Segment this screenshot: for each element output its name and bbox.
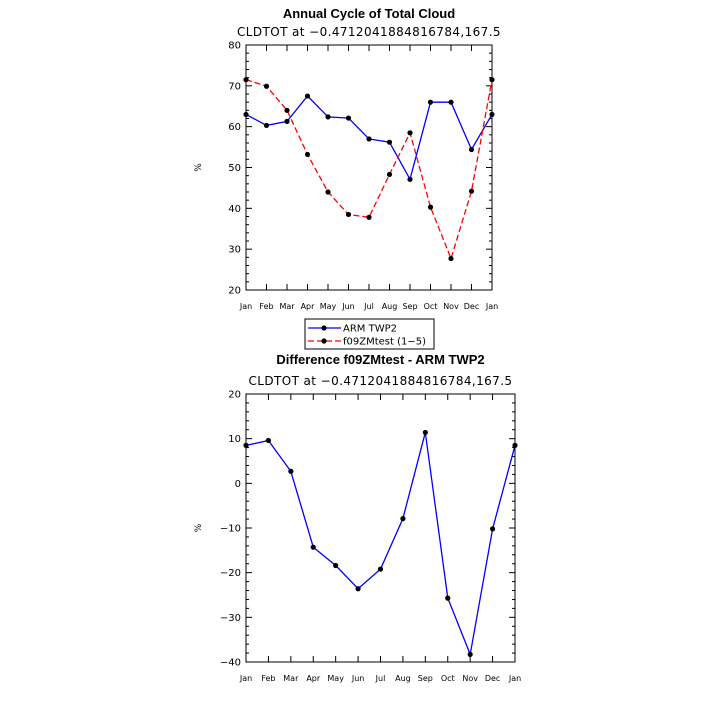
data-point [422,429,428,436]
data-point [386,139,393,145]
y-tick-label: −20 [220,568,241,579]
x-tick-label: Jan [485,302,498,311]
x-tick-label: Apr [301,302,316,311]
y-tick-label: −10 [220,524,241,535]
x-tick-label: Feb [261,674,275,683]
x-tick-label: Oct [441,674,455,683]
x-tick-label: Dec [464,302,479,311]
legend: ARM TWP2 f09ZMtest (1−5) [304,318,435,350]
y-tick-label: 60 [228,122,241,133]
x-tick-label: Jan [239,674,252,683]
data-point [263,83,270,89]
data-point [448,255,454,262]
data-point [304,93,311,99]
data-point [345,211,352,218]
x-tick-label: Apr [306,674,321,683]
x-tick-label: Jul [375,674,386,683]
chart-2: Difference f09ZMtest - ARM TWP2 CLDTOT at… [194,352,521,683]
data-point [304,151,311,158]
x-tick-label: Mar [283,674,299,683]
data-point [366,214,372,220]
x-tick-label: Feb [259,302,273,311]
x-tick-label: Oct [424,302,438,311]
data-point [377,566,384,572]
x-tick-label: Jun [341,302,355,311]
data-point [265,437,272,444]
legend-label-1: ARM TWP2 [343,324,397,335]
chart-subtitle: CLDTOT at −0.4712041884816784,167.5 [249,374,513,388]
y-tick-label: −40 [220,658,241,669]
x-tick-label: Mar [279,302,295,311]
x-tick-label: Jul [363,302,374,311]
y-tick-label: 20 [228,390,241,401]
data-point [325,114,331,120]
chart-subtitle: CLDTOT at −0.4712041884816784,167.5 [237,25,501,39]
x-tick-label: Jan [239,302,252,311]
x-tick-label: Sep [402,302,417,311]
data-point [325,189,331,195]
data-point [355,586,361,592]
y-tick-label: 10 [228,434,241,445]
legend-box [304,318,435,350]
chart-title: Annual Cycle of Total Cloud [283,6,455,21]
data-point [263,122,270,129]
plot-frame [245,44,493,291]
data-point [366,136,372,142]
data-point [448,99,454,105]
x-tick-label: May [320,302,337,311]
data-point [243,442,249,448]
data-point [284,118,290,124]
y-tick-label: 30 [228,245,241,256]
x-tick-label: May [327,674,344,683]
chart-title: Difference f09ZMtest - ARM TWP2 [276,352,484,367]
legend-marker [321,338,327,344]
data-point [345,115,352,121]
data-point [468,146,475,153]
y-axis-label: % [194,163,204,172]
x-tick-label: Aug [382,302,398,311]
data-point [427,204,434,210]
data-point [445,595,451,601]
x-tick-label: Nov [462,674,478,683]
data-point [386,171,393,178]
data-point [407,130,413,136]
series-line-1 [245,432,516,657]
y-tick-label: 50 [228,163,241,174]
data-point [512,442,518,448]
data-point [400,516,406,522]
data-point [243,111,249,118]
legend-label-2: f09ZMtest (1−5) [343,337,426,348]
data-point [468,188,475,194]
data-point [467,651,473,658]
data-point [427,99,434,105]
data-point [333,562,339,569]
data-point [288,468,294,474]
y-tick-label: 80 [228,41,241,52]
plot-frame [245,393,516,663]
y-tick-label: −30 [220,613,241,624]
chart-1: Annual Cycle of Total Cloud CLDTOT at −0.… [194,6,501,350]
data-point [489,77,495,83]
data-point [243,77,249,83]
y-axis-label: % [194,523,204,532]
x-tick-label: Aug [395,674,411,683]
data-point [310,544,316,550]
series-line-2 [245,79,493,261]
y-tick-label: 20 [228,286,241,297]
data-point [489,526,496,532]
y-tick-label: 40 [228,204,241,215]
data-point [407,176,413,182]
x-tick-label: Nov [443,302,459,311]
x-tick-label: Jan [508,674,521,683]
legend-marker [321,325,327,331]
data-point [284,107,290,113]
y-tick-label: 0 [235,479,241,490]
data-point [489,111,495,118]
y-tick-label: 70 [228,81,241,92]
x-tick-label: Jun [351,674,365,683]
x-tick-label: Sep [418,674,433,683]
x-tick-label: Dec [485,674,500,683]
